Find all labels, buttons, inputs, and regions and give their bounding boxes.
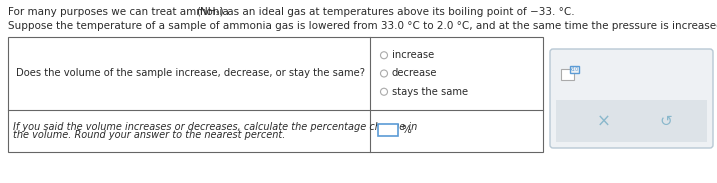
Text: ↺: ↺ — [660, 114, 673, 129]
Text: If you said the volume increases or decreases, calculate the percentage change i: If you said the volume increases or decr… — [13, 122, 417, 132]
Text: %: % — [401, 125, 411, 135]
Text: the volume. Round your answer to the nearest percent.: the volume. Round your answer to the nea… — [13, 130, 285, 141]
Text: ×: × — [597, 113, 610, 130]
Bar — [556, 100, 707, 142]
Circle shape — [381, 52, 387, 59]
FancyBboxPatch shape — [550, 49, 713, 148]
Text: x10: x10 — [570, 67, 579, 72]
Text: decrease: decrease — [392, 68, 437, 79]
Text: Suppose the temperature of a sample of ammonia gas is lowered from 33.0 °C to 2.: Suppose the temperature of a sample of a… — [8, 21, 717, 31]
Bar — [8, 37, 543, 152]
Text: Does the volume of the sample increase, decrease, or stay the same?: Does the volume of the sample increase, … — [16, 68, 365, 79]
Text: increase: increase — [392, 50, 435, 60]
Bar — [378, 124, 398, 136]
Circle shape — [381, 88, 387, 95]
Text: stays the same: stays the same — [392, 87, 468, 97]
Circle shape — [381, 70, 387, 77]
Text: For many purposes we can treat ammonia: For many purposes we can treat ammonia — [8, 7, 232, 17]
Bar — [561, 69, 574, 80]
Bar — [570, 66, 579, 73]
Text: (NH₃): (NH₃) — [196, 7, 224, 17]
Text: as an ideal gas at temperatures above its boiling point of −33. °C.: as an ideal gas at temperatures above it… — [224, 7, 574, 17]
